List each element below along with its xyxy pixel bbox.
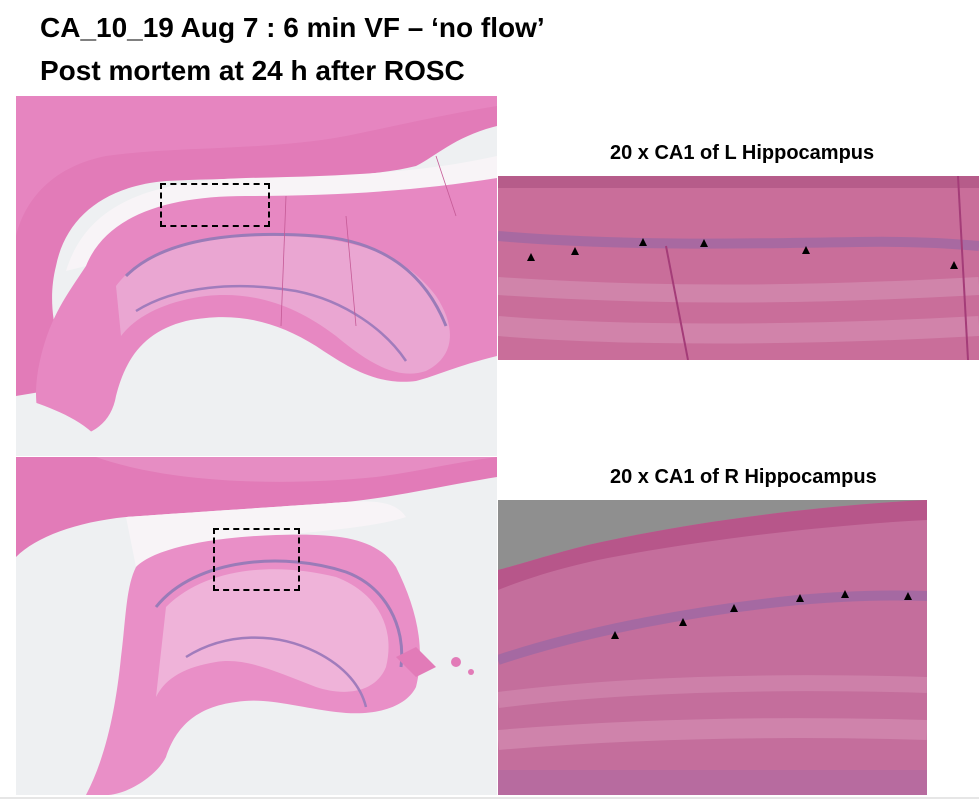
arrowhead-marker-icon <box>796 594 804 602</box>
slide-title-line-1: CA_10_19 Aug 7 : 6 min VF – ‘no flow’ <box>40 12 545 43</box>
caption-right-hippocampus: 20 x CA1 of R Hippocampus <box>610 466 877 488</box>
arrowhead-marker-icon <box>679 618 687 626</box>
ca1-right-hippocampus-20x-image <box>498 500 927 795</box>
arrowhead-marker-icon <box>639 238 647 246</box>
arrowhead-marker-icon <box>571 247 579 255</box>
caption-left-hippocampus: 20 x CA1 of L Hippocampus <box>610 142 875 164</box>
roi-box-bottom <box>213 528 300 591</box>
low-mag-right-hippocampus-image <box>16 457 497 795</box>
arrowhead-marker-icon <box>904 592 912 600</box>
arrowhead-marker-icon <box>730 604 738 612</box>
roi-box-top <box>160 183 270 227</box>
arrowhead-marker-icon <box>700 239 708 247</box>
arrowhead-marker-icon <box>802 246 810 254</box>
arrowhead-marker-icon <box>527 253 535 261</box>
slide-title-line-2: Post mortem at 24 h after ROSC <box>40 55 465 86</box>
arrowhead-marker-icon <box>950 261 958 269</box>
arrowhead-marker-icon <box>841 590 849 598</box>
low-mag-left-hippocampus-image <box>16 96 497 456</box>
ca1-left-hippocampus-20x-image <box>498 176 979 360</box>
bottom-divider <box>0 797 979 799</box>
arrowhead-marker-icon <box>611 631 619 639</box>
